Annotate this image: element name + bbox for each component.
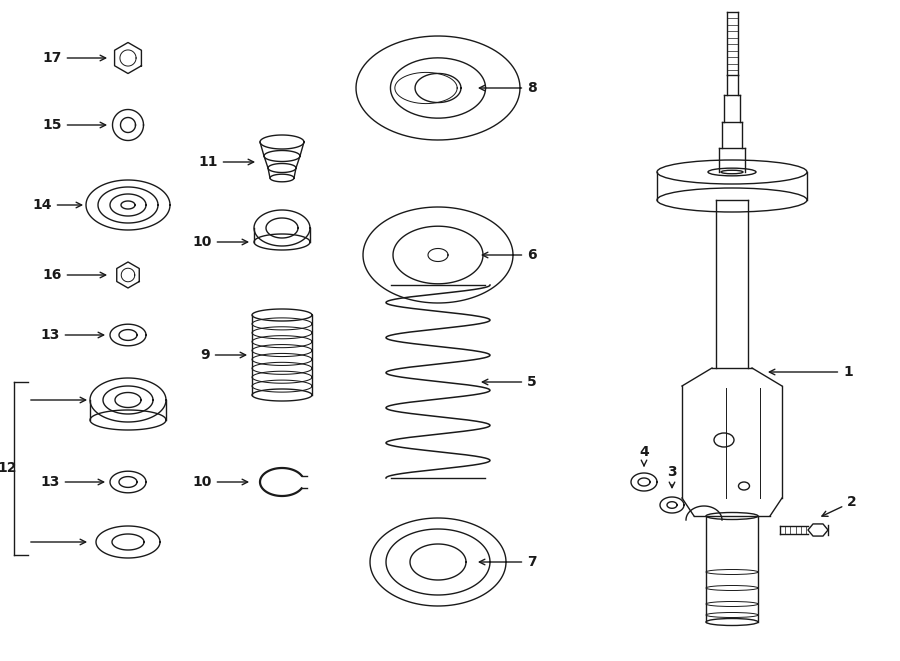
Text: 3: 3 [667, 465, 677, 488]
Text: 10: 10 [193, 235, 248, 249]
Text: 9: 9 [200, 348, 246, 362]
Text: 13: 13 [40, 328, 104, 342]
Text: 15: 15 [42, 118, 105, 132]
Text: 13: 13 [40, 475, 104, 489]
Text: 16: 16 [42, 268, 105, 282]
Text: 8: 8 [480, 81, 537, 95]
Text: 12: 12 [0, 461, 17, 475]
Text: 10: 10 [193, 475, 248, 489]
Text: 5: 5 [482, 375, 537, 389]
Text: 6: 6 [482, 248, 536, 262]
Text: 7: 7 [480, 555, 536, 569]
Text: 11: 11 [198, 155, 254, 169]
Text: 4: 4 [639, 445, 649, 466]
Text: 1: 1 [770, 365, 853, 379]
Text: 17: 17 [42, 51, 105, 65]
Text: 14: 14 [32, 198, 82, 212]
Text: 2: 2 [822, 495, 857, 516]
